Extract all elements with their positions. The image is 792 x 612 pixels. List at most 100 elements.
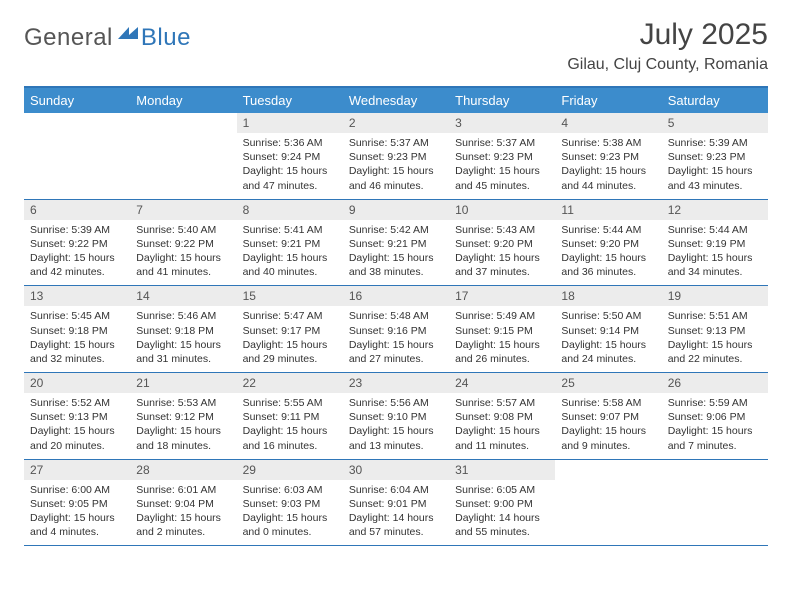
- day-number: 9: [343, 200, 449, 220]
- calendar-day-cell: 3Sunrise: 5:37 AMSunset: 9:23 PMDaylight…: [449, 113, 555, 199]
- brand-logo: General Blue: [24, 18, 191, 52]
- calendar-day-cell: 14Sunrise: 5:46 AMSunset: 9:18 PMDayligh…: [130, 286, 236, 373]
- calendar-day-cell: [662, 459, 768, 546]
- day-number: 1: [237, 113, 343, 133]
- weekday-header: Sunday: [24, 87, 130, 113]
- day-number: 11: [555, 200, 661, 220]
- calendar-day-cell: 19Sunrise: 5:51 AMSunset: 9:13 PMDayligh…: [662, 286, 768, 373]
- calendar-day-cell: 26Sunrise: 5:59 AMSunset: 9:06 PMDayligh…: [662, 373, 768, 460]
- calendar-day-cell: 30Sunrise: 6:04 AMSunset: 9:01 PMDayligh…: [343, 459, 449, 546]
- day-details: Sunrise: 5:39 AMSunset: 9:23 PMDaylight:…: [662, 133, 768, 199]
- calendar-day-cell: [555, 459, 661, 546]
- day-number: 8: [237, 200, 343, 220]
- calendar-body: 1Sunrise: 5:36 AMSunset: 9:24 PMDaylight…: [24, 113, 768, 546]
- day-number: 3: [449, 113, 555, 133]
- calendar-week-row: 13Sunrise: 5:45 AMSunset: 9:18 PMDayligh…: [24, 286, 768, 373]
- day-number: 5: [662, 113, 768, 133]
- weekday-header: Wednesday: [343, 87, 449, 113]
- calendar-table: SundayMondayTuesdayWednesdayThursdayFrid…: [24, 86, 768, 546]
- calendar-week-row: 1Sunrise: 5:36 AMSunset: 9:24 PMDaylight…: [24, 113, 768, 199]
- day-details: Sunrise: 5:53 AMSunset: 9:12 PMDaylight:…: [130, 393, 236, 459]
- calendar-day-cell: 9Sunrise: 5:42 AMSunset: 9:21 PMDaylight…: [343, 199, 449, 286]
- calendar-day-cell: [130, 113, 236, 199]
- day-details: Sunrise: 5:52 AMSunset: 9:13 PMDaylight:…: [24, 393, 130, 459]
- calendar-day-cell: 17Sunrise: 5:49 AMSunset: 9:15 PMDayligh…: [449, 286, 555, 373]
- weekday-header: Friday: [555, 87, 661, 113]
- day-number: 6: [24, 200, 130, 220]
- calendar-week-row: 27Sunrise: 6:00 AMSunset: 9:05 PMDayligh…: [24, 459, 768, 546]
- calendar-day-cell: 8Sunrise: 5:41 AMSunset: 9:21 PMDaylight…: [237, 199, 343, 286]
- calendar-day-cell: 2Sunrise: 5:37 AMSunset: 9:23 PMDaylight…: [343, 113, 449, 199]
- calendar-day-cell: 24Sunrise: 5:57 AMSunset: 9:08 PMDayligh…: [449, 373, 555, 460]
- day-details: Sunrise: 5:56 AMSunset: 9:10 PMDaylight:…: [343, 393, 449, 459]
- day-details: Sunrise: 5:58 AMSunset: 9:07 PMDaylight:…: [555, 393, 661, 459]
- day-details: Sunrise: 5:37 AMSunset: 9:23 PMDaylight:…: [343, 133, 449, 199]
- day-details: Sunrise: 6:04 AMSunset: 9:01 PMDaylight:…: [343, 480, 449, 546]
- calendar-day-cell: 21Sunrise: 5:53 AMSunset: 9:12 PMDayligh…: [130, 373, 236, 460]
- day-number: 22: [237, 373, 343, 393]
- day-number: 27: [24, 460, 130, 480]
- day-details: Sunrise: 5:43 AMSunset: 9:20 PMDaylight:…: [449, 220, 555, 286]
- calendar-day-cell: 5Sunrise: 5:39 AMSunset: 9:23 PMDaylight…: [662, 113, 768, 199]
- day-details: Sunrise: 5:46 AMSunset: 9:18 PMDaylight:…: [130, 306, 236, 372]
- brand-main: General: [24, 24, 113, 52]
- day-details: Sunrise: 5:40 AMSunset: 9:22 PMDaylight:…: [130, 220, 236, 286]
- day-number: 25: [555, 373, 661, 393]
- weekday-header: Tuesday: [237, 87, 343, 113]
- calendar-day-cell: 25Sunrise: 5:58 AMSunset: 9:07 PMDayligh…: [555, 373, 661, 460]
- calendar-day-cell: 22Sunrise: 5:55 AMSunset: 9:11 PMDayligh…: [237, 373, 343, 460]
- weekday-header: Monday: [130, 87, 236, 113]
- day-number: 10: [449, 200, 555, 220]
- calendar-day-cell: 13Sunrise: 5:45 AMSunset: 9:18 PMDayligh…: [24, 286, 130, 373]
- day-number: 19: [662, 286, 768, 306]
- day-details: Sunrise: 5:42 AMSunset: 9:21 PMDaylight:…: [343, 220, 449, 286]
- day-details: Sunrise: 5:45 AMSunset: 9:18 PMDaylight:…: [24, 306, 130, 372]
- day-details: Sunrise: 5:44 AMSunset: 9:19 PMDaylight:…: [662, 220, 768, 286]
- calendar-day-cell: 23Sunrise: 5:56 AMSunset: 9:10 PMDayligh…: [343, 373, 449, 460]
- location-text: Gilau, Cluj County, Romania: [567, 56, 768, 74]
- day-number: 13: [24, 286, 130, 306]
- calendar-day-cell: 4Sunrise: 5:38 AMSunset: 9:23 PMDaylight…: [555, 113, 661, 199]
- day-details: Sunrise: 5:51 AMSunset: 9:13 PMDaylight:…: [662, 306, 768, 372]
- calendar-day-cell: 1Sunrise: 5:36 AMSunset: 9:24 PMDaylight…: [237, 113, 343, 199]
- day-details: Sunrise: 5:55 AMSunset: 9:11 PMDaylight:…: [237, 393, 343, 459]
- day-details: Sunrise: 6:03 AMSunset: 9:03 PMDaylight:…: [237, 480, 343, 546]
- calendar-day-cell: [24, 113, 130, 199]
- weekday-header: Thursday: [449, 87, 555, 113]
- day-number: 23: [343, 373, 449, 393]
- day-number: 21: [130, 373, 236, 393]
- day-number: 30: [343, 460, 449, 480]
- day-number: 29: [237, 460, 343, 480]
- calendar-day-cell: 28Sunrise: 6:01 AMSunset: 9:04 PMDayligh…: [130, 459, 236, 546]
- day-details: Sunrise: 5:48 AMSunset: 9:16 PMDaylight:…: [343, 306, 449, 372]
- day-number: 18: [555, 286, 661, 306]
- brand-accent: Blue: [141, 24, 191, 52]
- calendar-day-cell: 12Sunrise: 5:44 AMSunset: 9:19 PMDayligh…: [662, 199, 768, 286]
- day-number: 4: [555, 113, 661, 133]
- day-number: 2: [343, 113, 449, 133]
- day-number: 26: [662, 373, 768, 393]
- day-number: 7: [130, 200, 236, 220]
- calendar-day-cell: 16Sunrise: 5:48 AMSunset: 9:16 PMDayligh…: [343, 286, 449, 373]
- day-details: Sunrise: 6:00 AMSunset: 9:05 PMDaylight:…: [24, 480, 130, 546]
- page-header: General Blue July 2025 Gilau, Cluj Count…: [24, 18, 768, 74]
- day-number: 14: [130, 286, 236, 306]
- calendar-day-cell: 6Sunrise: 5:39 AMSunset: 9:22 PMDaylight…: [24, 199, 130, 286]
- calendar-day-cell: 31Sunrise: 6:05 AMSunset: 9:00 PMDayligh…: [449, 459, 555, 546]
- calendar-day-cell: 11Sunrise: 5:44 AMSunset: 9:20 PMDayligh…: [555, 199, 661, 286]
- month-title: July 2025: [567, 18, 768, 52]
- day-details: Sunrise: 6:01 AMSunset: 9:04 PMDaylight:…: [130, 480, 236, 546]
- calendar-day-cell: 29Sunrise: 6:03 AMSunset: 9:03 PMDayligh…: [237, 459, 343, 546]
- calendar-week-row: 20Sunrise: 5:52 AMSunset: 9:13 PMDayligh…: [24, 373, 768, 460]
- title-block: July 2025 Gilau, Cluj County, Romania: [567, 18, 768, 74]
- day-number: 12: [662, 200, 768, 220]
- day-number: 15: [237, 286, 343, 306]
- weekday-header-row: SundayMondayTuesdayWednesdayThursdayFrid…: [24, 87, 768, 113]
- calendar-day-cell: 27Sunrise: 6:00 AMSunset: 9:05 PMDayligh…: [24, 459, 130, 546]
- day-details: Sunrise: 5:47 AMSunset: 9:17 PMDaylight:…: [237, 306, 343, 372]
- day-number: 28: [130, 460, 236, 480]
- day-details: Sunrise: 5:57 AMSunset: 9:08 PMDaylight:…: [449, 393, 555, 459]
- calendar-day-cell: 15Sunrise: 5:47 AMSunset: 9:17 PMDayligh…: [237, 286, 343, 373]
- day-details: Sunrise: 5:36 AMSunset: 9:24 PMDaylight:…: [237, 133, 343, 199]
- weekday-header: Saturday: [662, 87, 768, 113]
